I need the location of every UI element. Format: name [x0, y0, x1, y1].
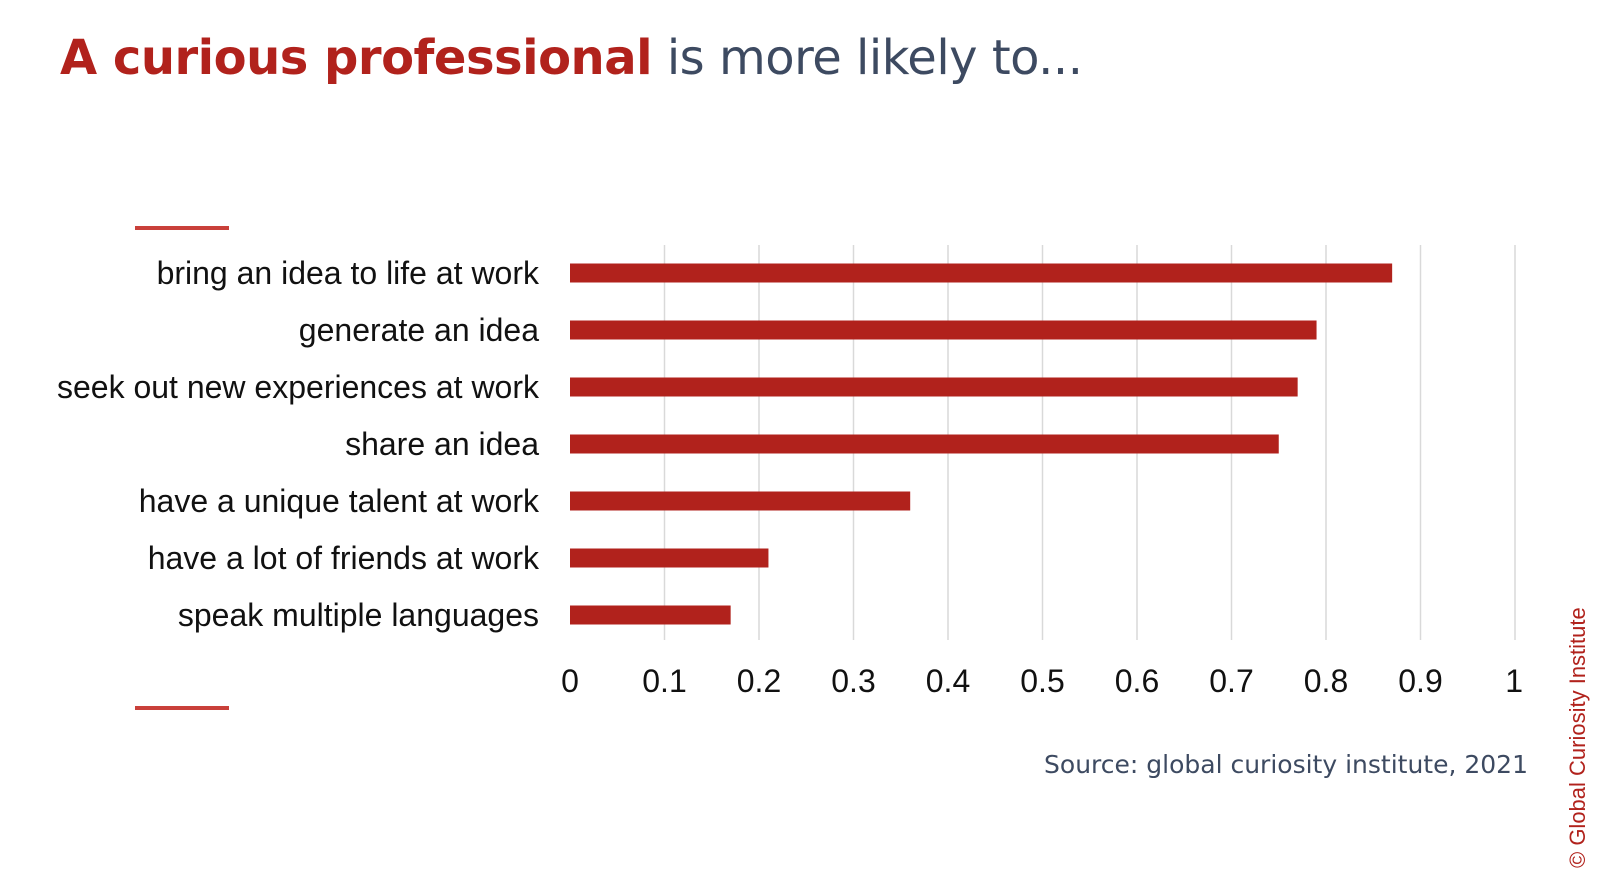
x-axis-ticks: 0 0.1 0.2 0.3 0.4 0.5 0.6 0.7 0.8 0.9 1: [561, 663, 1523, 699]
x-tick-label: 1: [1505, 663, 1523, 699]
bar: [570, 434, 1279, 454]
bar: [570, 491, 911, 511]
bar: [570, 263, 1393, 283]
category-label: bring an idea to life at work: [157, 255, 540, 291]
category-label: speak multiple languages: [178, 597, 539, 633]
x-tick-label: 0.9: [1398, 663, 1442, 699]
x-tick-label: 0.4: [926, 663, 970, 699]
x-tick-label: 0.1: [642, 663, 686, 699]
category-label: generate an idea: [299, 312, 539, 348]
x-tick-label: 0.8: [1304, 663, 1348, 699]
bars: [570, 263, 1393, 625]
title-accent: A curious professional: [60, 30, 653, 86]
x-tick-label: 0: [561, 663, 579, 699]
bottom-accent-rule: [135, 706, 229, 710]
category-labels: bring an idea to life at work generate an…: [57, 255, 540, 633]
bar: [570, 548, 769, 568]
category-label: seek out new experiences at work: [57, 369, 540, 405]
bar: [570, 320, 1317, 340]
x-tick-label: 0.7: [1209, 663, 1253, 699]
x-tick-label: 0.3: [831, 663, 875, 699]
category-label: have a unique talent at work: [139, 483, 540, 519]
copyright-note: © Global Curiosity Institute: [1565, 607, 1590, 868]
chart-title: A curious professional is more likely to…: [60, 30, 1083, 86]
source-note: Source: global curiosity institute, 2021: [1044, 750, 1528, 779]
x-tick-label: 0.6: [1115, 663, 1159, 699]
x-tick-label: 0.5: [1020, 663, 1064, 699]
bar: [570, 377, 1298, 397]
bar: [570, 605, 731, 625]
category-label: share an idea: [345, 426, 539, 462]
x-tick-label: 0.2: [737, 663, 781, 699]
top-accent-rule: [135, 226, 229, 230]
category-label: have a lot of friends at work: [148, 540, 540, 576]
title-rest: is more likely to...: [666, 30, 1083, 86]
